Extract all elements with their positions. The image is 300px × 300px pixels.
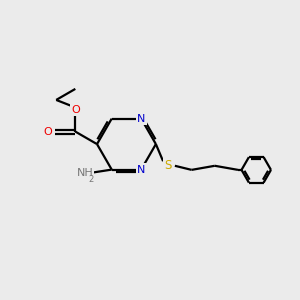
Text: S: S: [165, 159, 172, 172]
Text: NH: NH: [77, 168, 94, 178]
Text: N: N: [137, 165, 146, 175]
Text: O: O: [43, 127, 52, 136]
Text: O: O: [71, 104, 80, 115]
Text: 2: 2: [88, 175, 93, 184]
Text: N: N: [137, 114, 146, 124]
